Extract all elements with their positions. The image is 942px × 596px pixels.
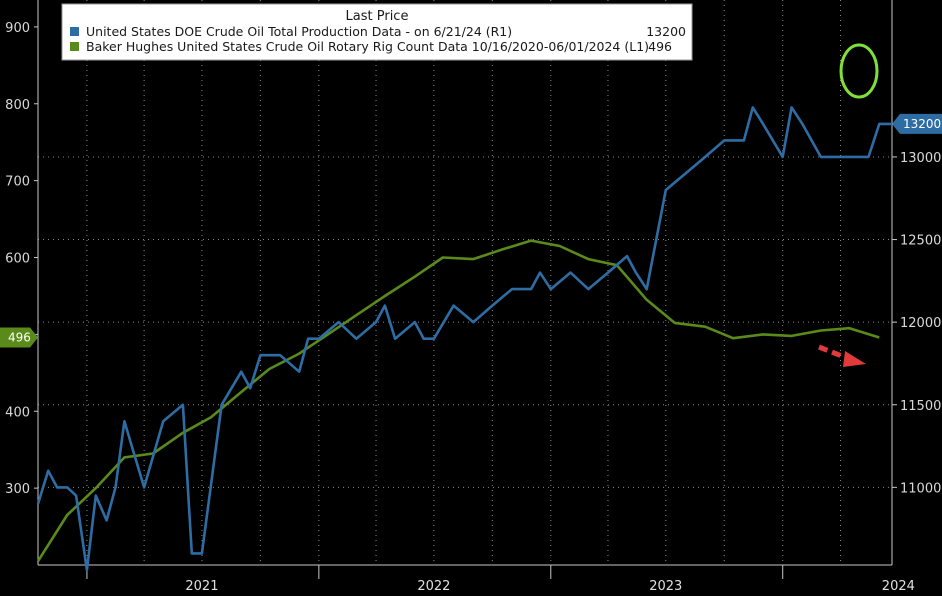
series-layer [36,106,892,572]
left-last-value-text: 496 [8,330,31,344]
red-arrow-annotation [818,344,866,367]
series-crude-production-line [36,106,892,572]
right-tick-label: 11000 [900,481,941,496]
legend-swatch-rig-count [70,42,79,51]
left-axis-ticks: 300400500600700800900 [5,21,38,497]
legend-value-production: 13200 [646,24,686,39]
right-tick-label: 13000 [900,151,941,166]
x-tick-label: 2021 [185,579,218,594]
legend-entry-rig-count: Baker Hughes United States Crude Oil Rot… [86,39,649,54]
left-last-value-tag: 496 [0,327,38,348]
right-tick-label: 12000 [900,316,941,331]
legend-box [61,3,693,61]
left-tick-label: 400 [5,405,30,420]
left-tick-label: 900 [5,21,30,36]
left-tick-label: 600 [5,252,30,267]
legend-title: Last Price [346,9,409,24]
right-last-value-text: 13200 [903,117,941,131]
right-tick-label: 12500 [900,234,941,249]
x-tick-label: 2024 [882,579,915,594]
grid [38,0,892,565]
legend-entry-production: United States DOE Crude Oil Total Produc… [86,24,512,39]
right-last-value-tag: 13200 [892,113,942,134]
series-rig-count-line [36,239,880,562]
x-tick-label: 2023 [649,579,682,594]
legend-swatch-production [70,27,79,36]
left-tick-label: 300 [5,482,30,497]
left-tick-label: 800 [5,98,30,113]
legend: Last Price United States DOE Crude Oil T… [61,3,693,61]
axes [37,0,893,566]
highlight-circle [839,43,879,99]
left-tick-label: 700 [5,175,30,190]
x-tick-label: 2022 [417,579,450,594]
right-axis-ticks: 11000 11500 12000 12500 13000 [892,151,941,496]
legend-value-rig-count: 496 [648,39,672,54]
right-tick-label: 11500 [900,399,941,414]
x-axis-ticks: 2021 2022 2023 2024 [86,565,915,594]
